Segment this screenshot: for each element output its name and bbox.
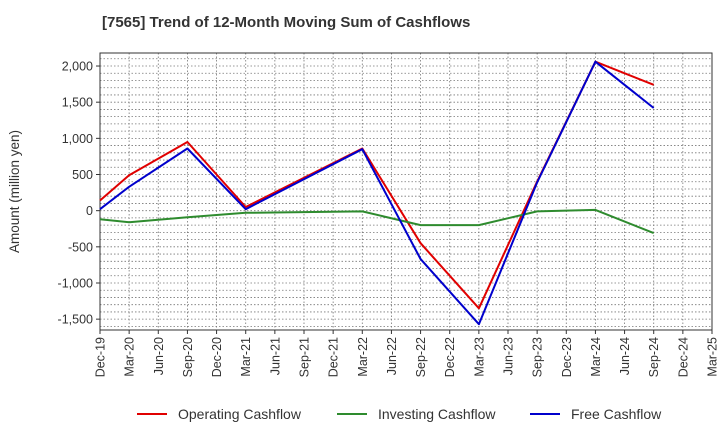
y-tick-label: 1,500 (62, 96, 93, 110)
y-axis: 2,000 1,500 1,000 500 0 -500 -1,000 -1,500 (58, 60, 100, 327)
plot-area (99, 52, 713, 331)
x-tick-label: Mar-20 (123, 337, 137, 377)
x-tick-label: Sep-20 (181, 337, 195, 377)
legend-label-investing-cashflow: Investing Cashflow (378, 406, 496, 422)
x-tick-label: Sep-23 (531, 337, 545, 377)
y-axis-label: Amount (million yen) (7, 130, 22, 253)
series-lines (99, 60, 655, 326)
series-line-operating-cashflow (99, 60, 655, 310)
x-tick-label: Sep-24 (647, 337, 661, 377)
chart-title: [7565] Trend of 12-Month Moving Sum of C… (102, 14, 471, 31)
x-tick-label: Jun-24 (618, 337, 632, 375)
y-tick-label: 2,000 (62, 60, 93, 74)
x-tick-label: Mar-21 (239, 337, 253, 377)
x-tick-label: Jun-23 (502, 337, 516, 375)
x-tick-label: Jun-22 (385, 337, 399, 375)
x-tick-label: Mar-22 (356, 337, 370, 377)
x-axis: Dec-19 Mar-20 Jun-20 Sep-20 Dec-20 Mar-21 Jun-… (94, 330, 720, 377)
y-tick-label: -500 (68, 240, 93, 254)
x-tick-label: Sep-21 (298, 337, 312, 377)
x-tick-label: Dec-19 (94, 337, 108, 377)
y-tick-label: 500 (72, 168, 93, 182)
series-line-investing-cashflow (99, 208, 655, 235)
legend-label-operating-cashflow: Operating Cashflow (178, 406, 302, 422)
y-tick-label: 0 (86, 204, 93, 218)
x-tick-label: Dec-23 (560, 337, 574, 377)
series-line-free-cashflow (99, 60, 655, 326)
y-tick-label: 1,000 (62, 132, 93, 146)
x-tick-label: Jun-20 (152, 337, 166, 375)
x-tick-label: Mar-25 (706, 337, 720, 377)
legend-label-free-cashflow: Free Cashflow (571, 406, 662, 422)
x-tick-label: Mar-23 (472, 337, 486, 377)
legend: Operating Cashflow Investing Cashflow Free… (137, 406, 662, 422)
grid (99, 53, 713, 330)
x-tick-label: Sep-22 (414, 337, 428, 377)
x-tick-label: Dec-24 (676, 337, 690, 377)
x-tick-label: Dec-22 (443, 337, 457, 377)
x-tick-label: Mar-24 (589, 337, 603, 377)
y-tick-label: -1,000 (58, 276, 93, 290)
x-tick-label: Dec-20 (210, 337, 224, 377)
x-tick-label: Jun-21 (268, 337, 282, 375)
x-tick-label: Dec-21 (327, 337, 341, 377)
y-tick-label: -1,500 (58, 313, 93, 327)
